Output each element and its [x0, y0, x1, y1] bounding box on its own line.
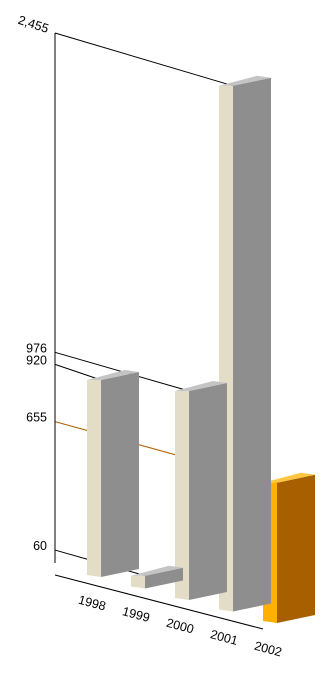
bar-side-2001 [233, 77, 271, 612]
bar-top-2000 [175, 381, 227, 391]
category-label-1998: 1998 [77, 593, 108, 614]
value-label-60: 60 [33, 539, 47, 553]
value-label-920: 920 [26, 353, 47, 367]
bar-front-1998 [87, 380, 101, 577]
bar-side-2000 [189, 383, 227, 600]
leader-line-2001 [54, 32, 234, 87]
axes [54, 33, 264, 630]
value-label-2455: 2,455 [16, 13, 50, 36]
bars [87, 75, 315, 623]
bar-top-1998 [87, 370, 139, 380]
category-labels: 1998 1999 2000 2001 2002 [77, 593, 284, 660]
category-label-2000: 2000 [165, 616, 196, 637]
bar-top-1999 [131, 565, 183, 576]
bar-front-2000 [175, 391, 189, 600]
category-label-2001: 2001 [209, 627, 240, 648]
bar-top-2001 [219, 75, 271, 86]
bar-side-2002 [277, 474, 315, 623]
bar-2001 [219, 75, 271, 612]
leader-line-1998 [54, 363, 102, 381]
value-label-655: 655 [26, 411, 47, 425]
bar-1999 [131, 565, 183, 589]
category-label-2002: 2002 [253, 639, 284, 660]
bar-side-1998 [101, 372, 139, 577]
value-labels: 2,455 976 920 655 60 [16, 13, 50, 553]
bar-front-1999 [131, 575, 145, 589]
category-axis-line [54, 574, 264, 630]
bar-1998 [87, 370, 139, 577]
bar-side-1999 [145, 567, 183, 589]
category-label-1999: 1999 [121, 604, 152, 625]
value-label-976: 976 [26, 341, 47, 355]
bar-2000 [175, 381, 227, 600]
bar-top-2002 [263, 472, 315, 483]
